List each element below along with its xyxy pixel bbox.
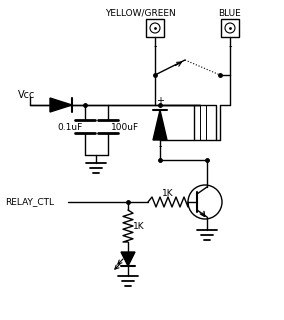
Text: -: - xyxy=(158,141,162,151)
Polygon shape xyxy=(121,252,135,266)
Text: -: - xyxy=(153,41,157,51)
Text: RELAY_CTL: RELAY_CTL xyxy=(5,197,54,206)
Polygon shape xyxy=(153,110,167,140)
Bar xyxy=(146,19,164,37)
Text: 1K: 1K xyxy=(133,221,145,230)
Polygon shape xyxy=(50,98,72,112)
Text: BLUE: BLUE xyxy=(219,9,241,18)
Text: 100uF: 100uF xyxy=(111,123,139,132)
Bar xyxy=(221,19,239,37)
Text: +: + xyxy=(156,96,164,106)
Bar xyxy=(194,105,216,140)
Text: YELLOW/GREEN: YELLOW/GREEN xyxy=(105,9,176,18)
Text: 1K: 1K xyxy=(162,188,174,197)
Text: 0.1uF: 0.1uF xyxy=(57,123,82,132)
Text: -: - xyxy=(228,41,232,51)
Text: Vcc: Vcc xyxy=(18,90,36,100)
